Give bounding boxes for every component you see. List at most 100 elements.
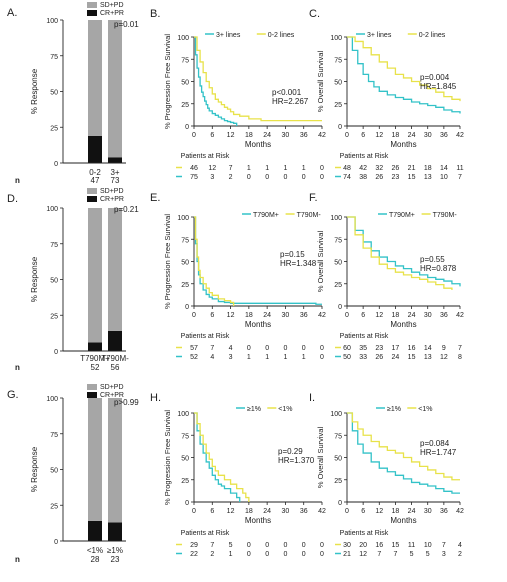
n-value: 28 [91, 555, 100, 564]
risk-count: 0 [265, 174, 269, 181]
p-value: p>0.99 [114, 398, 139, 407]
y-tick-label: 50 [50, 468, 58, 475]
x-tick-label: 18 [392, 312, 400, 319]
x-tick-label: 42 [318, 132, 326, 139]
risk-count: 50 [343, 354, 351, 361]
bar-cr-pr [108, 330, 122, 351]
n-value: 56 [111, 363, 120, 372]
y-tick-label: 75 [334, 433, 342, 440]
risk-count: 11 [456, 165, 463, 172]
risk-count: 7 [229, 165, 233, 172]
risk-count: 15 [392, 542, 400, 549]
y-axis-label: % Progression Free Survival [163, 34, 172, 129]
y-tick-label: 0 [185, 500, 189, 507]
x-axis-label: Months [245, 140, 271, 149]
km-curve-yellow [347, 412, 460, 481]
y-tick-label: 100 [177, 215, 189, 222]
risk-count: 15 [408, 174, 416, 181]
y-axis-label: % Response [30, 68, 39, 114]
x-tick-label: 36 [440, 508, 448, 515]
km-curve-cyan [194, 36, 238, 126]
bar-cr-pr [88, 135, 102, 163]
x-tick-label: 24 [408, 508, 416, 515]
risk-count: 0 [247, 551, 251, 558]
y-tick-label: 75 [181, 237, 189, 244]
x-tick-label: 30 [424, 312, 432, 319]
x-tick-label: 36 [300, 132, 308, 139]
x-tick-label: 30 [282, 508, 290, 515]
hazard-ratio: HR=0.878 [420, 264, 457, 273]
risk-count: 12 [440, 354, 448, 361]
legend-swatch-gray [87, 188, 97, 194]
legend-label: ≥1% [387, 406, 401, 413]
panel-tag-i: I. [309, 392, 315, 404]
km-curve-yellow [194, 216, 235, 306]
x-tick-label: 0 [192, 508, 196, 515]
x-axis-label: Months [390, 140, 416, 149]
bar-sd-pd [108, 20, 122, 158]
y-tick-label: 0 [54, 161, 58, 168]
risk-count: 0 [302, 345, 306, 352]
x-tick-label: 0 [345, 132, 349, 139]
risk-count: 12 [359, 551, 367, 558]
risk-count: 7 [458, 174, 462, 181]
risk-table-title: Patients at Risk [340, 333, 389, 340]
y-tick-label: 25 [50, 125, 58, 132]
category-label: ≥1% [107, 546, 123, 555]
y-tick-label: 75 [334, 237, 342, 244]
y-tick-label: 75 [50, 432, 58, 439]
risk-count: 2 [458, 551, 462, 558]
x-tick-label: 30 [282, 312, 290, 319]
n-label: n [15, 555, 20, 564]
legend-label: T790M- [297, 212, 322, 219]
km-curve-cyan [347, 412, 460, 494]
n-value: 73 [111, 176, 120, 185]
hazard-ratio: HR=1.348 [280, 259, 317, 268]
risk-count: 48 [343, 165, 351, 172]
x-axis-label: Months [390, 516, 416, 525]
panel-tag-a: A. [7, 7, 17, 19]
y-axis-label: % Response [30, 256, 39, 302]
risk-count: 4 [210, 354, 214, 361]
legend-label: 0-2 lines [268, 32, 295, 39]
risk-count: 1 [283, 354, 287, 361]
legend-label: 0-2 lines [419, 32, 446, 39]
x-axis-label: Months [245, 516, 271, 525]
km-curve-yellow [194, 412, 250, 502]
p-value: p=0.084 [420, 439, 450, 448]
x-tick-label: 0 [192, 312, 196, 319]
legend-label: SD+PD [100, 188, 124, 195]
x-tick-label: 36 [440, 132, 448, 139]
n-value: 52 [91, 363, 100, 372]
x-tick-label: 6 [210, 312, 214, 319]
risk-count: 14 [424, 345, 432, 352]
risk-count: 1 [247, 354, 251, 361]
y-tick-label: 25 [50, 313, 58, 320]
risk-count: 8 [458, 354, 462, 361]
y-tick-label: 75 [50, 54, 58, 61]
legend-swatch-black [87, 392, 97, 398]
panel-tag-h: H. [150, 392, 161, 404]
x-tick-label: 12 [375, 508, 383, 515]
y-tick-label: 50 [181, 260, 189, 267]
risk-count: 7 [458, 345, 462, 352]
y-tick-label: 100 [46, 206, 58, 213]
risk-count: 7 [393, 551, 397, 558]
y-tick-label: 25 [334, 102, 342, 109]
risk-table-title: Patients at Risk [340, 530, 389, 537]
y-tick-label: 50 [50, 278, 58, 285]
risk-count: 0 [283, 345, 287, 352]
category-label: 0-2 [89, 168, 101, 177]
y-axis-label: % Progression Free Survival [163, 214, 172, 309]
y-tick-label: 100 [177, 411, 189, 418]
legend-label: T790M- [433, 212, 458, 219]
p-value: p=0.29 [278, 447, 303, 456]
bar-cr-pr [88, 520, 102, 541]
y-tick-label: 75 [334, 57, 342, 64]
hazard-ratio: HR=1.747 [420, 448, 457, 457]
